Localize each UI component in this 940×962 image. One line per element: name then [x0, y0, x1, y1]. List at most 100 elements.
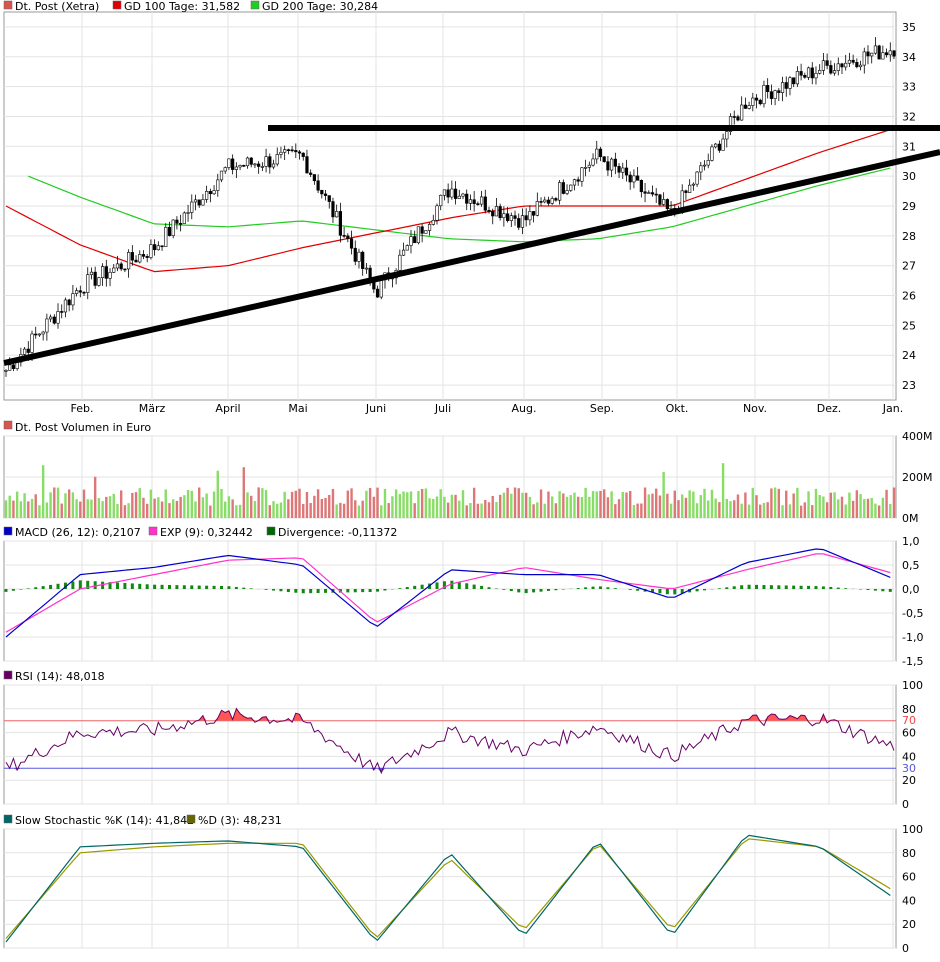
volume-ytick: 200M: [902, 471, 933, 484]
volume-bar: [153, 499, 155, 518]
macd-divergence-bar: [265, 589, 268, 590]
candle-body: [205, 191, 208, 199]
volume-bar: [217, 471, 219, 518]
macd-ytick: 0,0: [902, 583, 920, 596]
candle-body: [350, 239, 353, 248]
candle-body: [610, 159, 613, 170]
volume-bar: [209, 506, 211, 518]
candle-body: [644, 192, 647, 194]
macd-divergence-bar: [146, 584, 149, 589]
candle-body: [830, 65, 833, 73]
candle-body: [176, 220, 179, 223]
volume-bar: [536, 502, 538, 518]
candle-body: [558, 183, 561, 201]
candle-body: [477, 204, 480, 205]
volume-ytick: 400M: [902, 430, 933, 443]
macd-divergence-bar: [866, 589, 869, 590]
candle-body: [826, 61, 829, 66]
candle-body: [551, 198, 554, 203]
candle-body: [889, 51, 892, 55]
month-label: Jan.: [882, 402, 903, 415]
macd-divergence-bar: [19, 589, 22, 590]
candle-body: [614, 159, 617, 166]
legend-volume: Dt. Post Volumen in Euro: [15, 421, 151, 434]
macd-divergence-bar: [369, 589, 372, 592]
volume-bar: [596, 491, 598, 518]
candle-body: [23, 349, 26, 354]
candle-body: [748, 106, 751, 109]
macd-divergence-bar: [517, 589, 520, 592]
candle-body: [685, 191, 688, 193]
candle-body: [313, 175, 316, 181]
candle-body: [699, 166, 702, 172]
volume-bar: [681, 494, 683, 518]
rsi-line: [6, 709, 894, 773]
volume-bar: [269, 505, 271, 518]
volume-bar: [462, 490, 464, 518]
volume-bar: [161, 502, 163, 518]
volume-bar: [540, 489, 542, 518]
volume-bar: [618, 499, 620, 518]
candle-body: [740, 105, 743, 120]
month-label: Feb.: [71, 402, 94, 415]
volume-bar: [722, 463, 724, 518]
macd-divergence-bar: [480, 586, 483, 589]
macd-divergence-bar: [792, 586, 795, 589]
macd-divergence-bar: [755, 585, 758, 589]
macd-divergence-bar: [161, 585, 164, 589]
volume-bar: [109, 496, 111, 518]
macd-divergence-bar: [822, 586, 825, 589]
macd-divergence-bar: [27, 588, 30, 589]
volume-bar: [518, 488, 520, 518]
candle-body: [774, 91, 777, 99]
candle-body: [844, 63, 847, 67]
candle-body: [696, 172, 699, 184]
volume-bar: [566, 497, 568, 518]
candle-body: [417, 227, 420, 243]
macd-divergence-bar: [673, 589, 676, 594]
macd-divergence-bar: [748, 585, 751, 589]
candle-body: [465, 194, 468, 203]
macd-ytick: 1,0: [902, 535, 920, 548]
candle-body: [867, 52, 870, 56]
volume-bar: [328, 495, 330, 518]
candle-body: [142, 254, 145, 256]
volume-bar: [547, 492, 549, 518]
stoch-panel: Slow Stochastic %K (14): 41,842 %D (3): …: [4, 814, 923, 955]
candle-body: [499, 206, 502, 217]
volume-bar: [856, 490, 858, 518]
volume-bar: [5, 500, 7, 518]
candle-body: [213, 190, 216, 193]
price-ytick: 25: [902, 319, 916, 332]
candle-body: [120, 264, 123, 269]
volume-bar: [61, 504, 63, 518]
volume-bar: [198, 487, 200, 518]
volume-bar: [525, 493, 527, 518]
macd-divergence-bar: [577, 588, 580, 589]
candle-body: [257, 164, 260, 167]
volume-bar: [31, 499, 33, 518]
volume-bar: [395, 489, 397, 518]
month-label: März: [139, 402, 166, 415]
candle-body: [410, 237, 413, 246]
macd-divergence-bar: [220, 586, 223, 589]
volume-bar: [57, 488, 59, 518]
macd-divergence-bar: [502, 589, 505, 590]
candle-body: [321, 190, 324, 194]
volume-bar: [16, 492, 18, 518]
volume-bar: [893, 488, 895, 518]
volume-bar: [659, 495, 661, 518]
gd200-line: [28, 168, 890, 242]
candle-body: [291, 150, 294, 151]
volume-bar: [674, 491, 676, 518]
volume-bar: [521, 493, 523, 518]
candle-body: [859, 65, 862, 67]
candle-body: [27, 349, 30, 352]
candle-body: [733, 116, 736, 117]
macd-divergence-bar: [49, 585, 52, 589]
volume-bar: [592, 491, 594, 518]
macd-divergence-bar: [346, 589, 349, 592]
volume-bar: [759, 505, 761, 518]
macd-divergence-bar: [800, 586, 803, 589]
